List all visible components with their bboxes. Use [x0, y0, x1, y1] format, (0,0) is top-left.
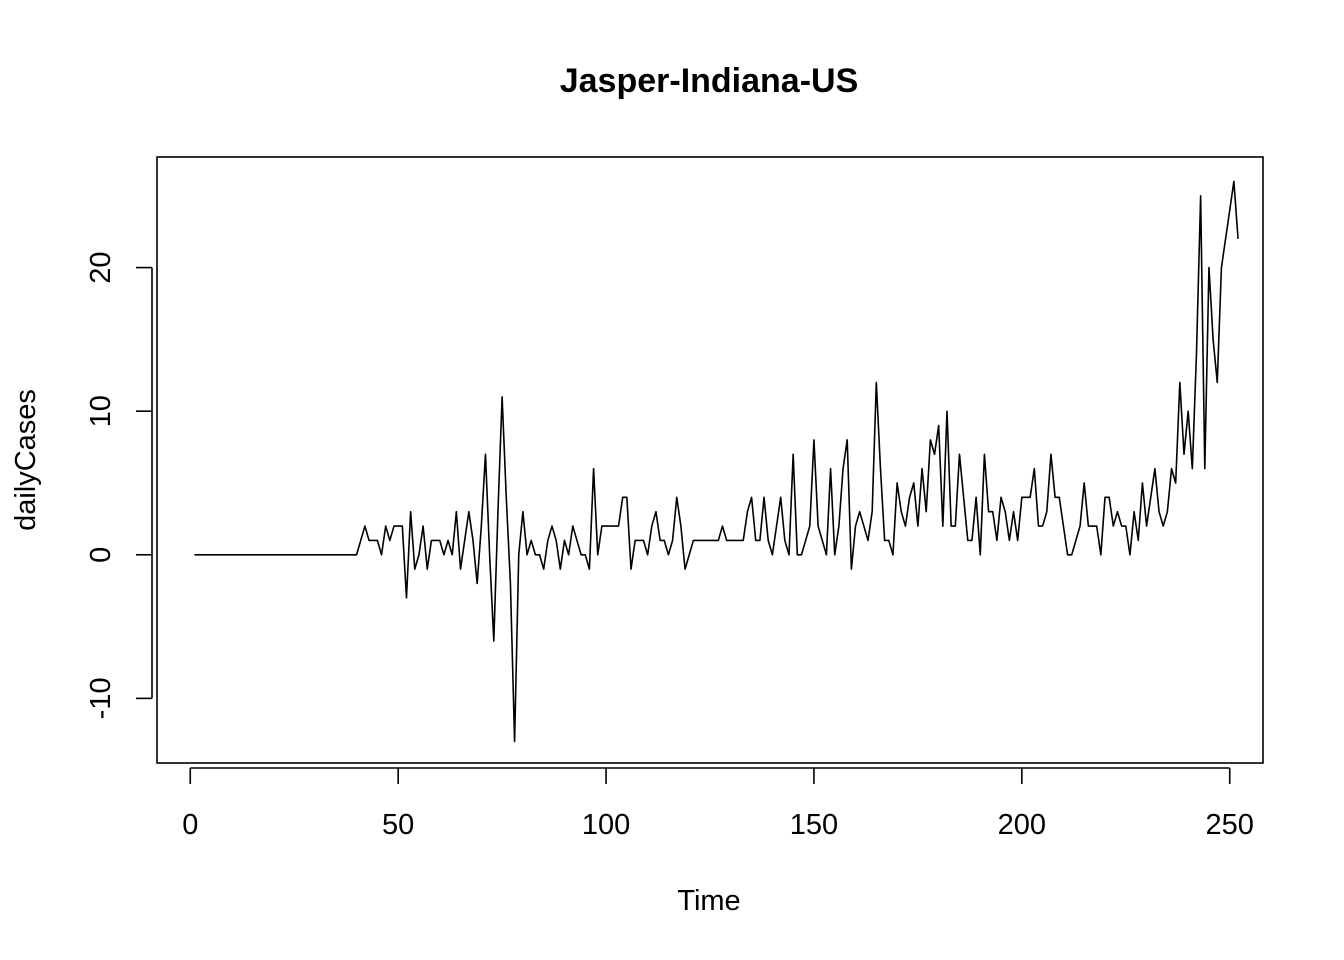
y-axis-label: dailyCases — [10, 389, 42, 531]
plot-frame — [156, 156, 1264, 764]
y-axis: -10 0 10 20 — [85, 251, 153, 719]
series-layer — [194, 180, 1239, 743]
y-tick-label: 20 — [85, 251, 117, 283]
x-tick-label: 50 — [382, 809, 414, 841]
x-axis-label: Time — [677, 885, 740, 917]
x-tick-label: 100 — [582, 809, 630, 841]
chart-title: Jasper-Indiana-US — [560, 62, 859, 100]
y-tick-label: -10 — [85, 677, 117, 719]
x-tick-label: 0 — [182, 809, 198, 841]
x-axis: 0 50 100 150 200 250 — [182, 767, 1254, 841]
y-tick-label: 0 — [85, 547, 117, 563]
y-tick-label: 10 — [85, 395, 117, 427]
x-tick-label: 250 — [1206, 809, 1254, 841]
series-line — [194, 180, 1239, 743]
x-tick-label: 200 — [998, 809, 1046, 841]
x-tick-label: 150 — [790, 809, 838, 841]
